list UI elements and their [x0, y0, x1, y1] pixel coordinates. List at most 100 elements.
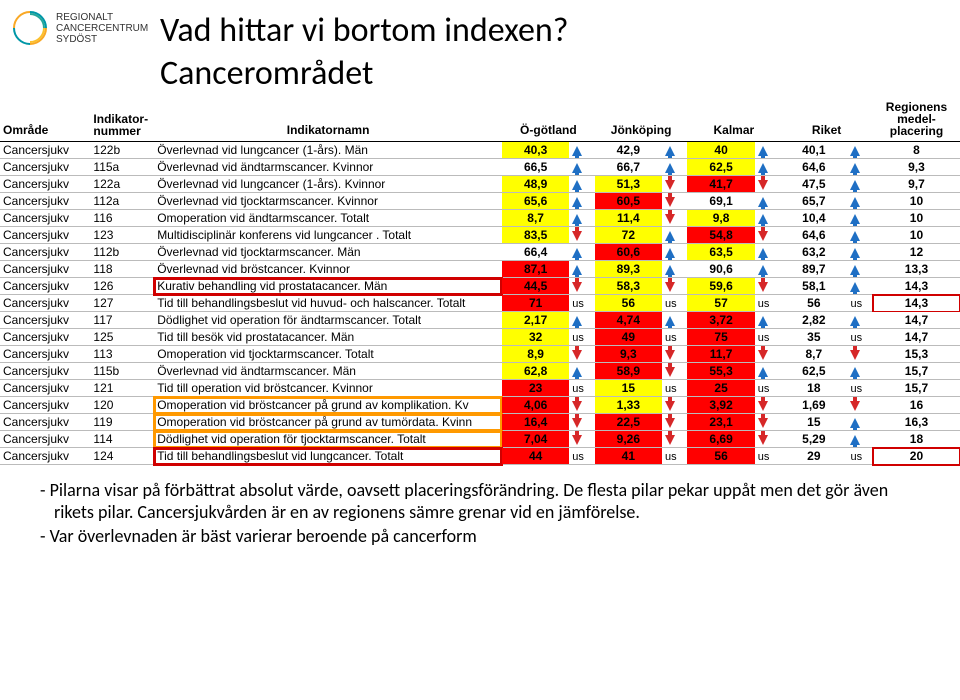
- cell-rank: 9,3: [873, 159, 960, 176]
- table-row: Cancersjukv123Multidisciplinär konferens…: [0, 227, 960, 244]
- cell-value: 1,69: [780, 397, 847, 414]
- cell-arrow: us: [662, 448, 688, 465]
- cell-indname: Kurativ behandling vid prostatacancer. M…: [154, 278, 502, 295]
- cell-value: 3,72: [687, 312, 754, 329]
- cell-value: 62,8: [502, 363, 569, 380]
- cell-arrow: [847, 142, 873, 159]
- cell-area: Cancersjukv: [0, 312, 90, 329]
- cell-value: 41,7: [687, 176, 754, 193]
- cell-rank: 14,7: [873, 329, 960, 346]
- us-label: us: [665, 298, 677, 310]
- arrow-up-icon: [850, 282, 860, 292]
- cell-arrow: [662, 414, 688, 431]
- arrow-up-icon: [572, 248, 582, 258]
- arrow-down-icon: [665, 197, 675, 207]
- cell-value: 57: [687, 295, 754, 312]
- cell-arrow: [662, 159, 688, 176]
- cell-rank: 14,3: [873, 295, 960, 312]
- cell-value: 64,6: [780, 159, 847, 176]
- cell-indname: Överlevnad vid ändtarmscancer. Män: [154, 363, 502, 380]
- cell-area: Cancersjukv: [0, 210, 90, 227]
- cell-arrow: [569, 278, 595, 295]
- cell-value: 44: [502, 448, 569, 465]
- cell-indname: Omoperation vid bröstcancer på grund av …: [154, 397, 502, 414]
- cell-value: 65,6: [502, 193, 569, 210]
- us-label: us: [758, 451, 770, 463]
- cell-value: 60,5: [595, 193, 662, 210]
- cell-indnum: 127: [90, 295, 154, 312]
- cell-value: 4,74: [595, 312, 662, 329]
- cell-arrow: us: [569, 295, 595, 312]
- cell-arrow: [755, 193, 781, 210]
- cell-value: 83,5: [502, 227, 569, 244]
- arrow-up-icon: [665, 231, 675, 241]
- cell-area: Cancersjukv: [0, 261, 90, 278]
- table-row: Cancersjukv122bÖverlevnad vid lungcancer…: [0, 142, 960, 159]
- cell-arrow: [847, 210, 873, 227]
- arrow-up-icon: [850, 214, 860, 224]
- arrow-up-icon: [850, 418, 860, 428]
- cell-value: 62,5: [780, 363, 847, 380]
- cell-arrow: [662, 176, 688, 193]
- cell-indname: Tid till behandlingsbeslut vid huvud- oc…: [154, 295, 502, 312]
- cell-value: 1,33: [595, 397, 662, 414]
- arrow-up-icon: [665, 265, 675, 275]
- cell-indnum: 117: [90, 312, 154, 329]
- cell-value: 56: [595, 295, 662, 312]
- cell-value: 87,1: [502, 261, 569, 278]
- cell-arrow: [755, 159, 781, 176]
- bullet-1-text: Pilarna visar på förbättrat absolut värd…: [50, 479, 889, 523]
- logo-text: REGIONALT CANCERCENTRUM SYDÖST: [56, 12, 148, 45]
- cell-rank: 10: [873, 193, 960, 210]
- bullets: - Pilarna visar på förbättrat absolut vä…: [40, 479, 920, 547]
- cell-indname: Omoperation vid bröstcancer på grund av …: [154, 414, 502, 431]
- cell-indnum: 119: [90, 414, 154, 431]
- cell-value: 8,7: [502, 210, 569, 227]
- arrow-down-icon: [665, 214, 675, 224]
- cell-indnum: 123: [90, 227, 154, 244]
- cell-arrow: us: [662, 295, 688, 312]
- cell-value: 56: [780, 295, 847, 312]
- cell-arrow: [847, 414, 873, 431]
- table-row: Cancersjukv116Omoperation vid ändtarmsca…: [0, 210, 960, 227]
- cell-arrow: [755, 210, 781, 227]
- cell-arrow: [847, 431, 873, 448]
- cell-value: 9,3: [595, 346, 662, 363]
- cell-indname: Tid till besök vid prostatacancer. Män: [154, 329, 502, 346]
- arrow-up-icon: [665, 248, 675, 258]
- arrow-up-icon: [665, 146, 675, 156]
- arrow-up-icon: [572, 316, 582, 326]
- arrow-down-icon: [572, 231, 582, 241]
- arrow-up-icon: [758, 248, 768, 258]
- arrow-up-icon: [850, 367, 860, 377]
- cell-area: Cancersjukv: [0, 278, 90, 295]
- cell-value: 72: [595, 227, 662, 244]
- cell-value: 9,26: [595, 431, 662, 448]
- cell-value: 18: [780, 380, 847, 397]
- cell-rank: 15,7: [873, 380, 960, 397]
- cell-arrow: [847, 193, 873, 210]
- cell-arrow: [569, 414, 595, 431]
- cell-value: 51,3: [595, 176, 662, 193]
- arrow-down-icon: [572, 418, 582, 428]
- cell-value: 9,8: [687, 210, 754, 227]
- arrow-down-icon: [665, 401, 675, 411]
- cell-arrow: [755, 278, 781, 295]
- arrow-up-icon: [758, 316, 768, 326]
- cell-indnum: 112a: [90, 193, 154, 210]
- cell-value: 8,7: [780, 346, 847, 363]
- arrow-down-icon: [850, 350, 860, 360]
- cell-value: 75: [687, 329, 754, 346]
- arrow-down-icon: [665, 418, 675, 428]
- cell-arrow: us: [755, 448, 781, 465]
- cell-arrow: [662, 363, 688, 380]
- cell-rank: 14,3: [873, 278, 960, 295]
- arrow-up-icon: [572, 197, 582, 207]
- cell-indnum: 118: [90, 261, 154, 278]
- arrow-down-icon: [572, 282, 582, 292]
- table-row: Cancersjukv126Kurativ behandling vid pro…: [0, 278, 960, 295]
- cell-area: Cancersjukv: [0, 244, 90, 261]
- cell-arrow: us: [755, 329, 781, 346]
- cell-area: Cancersjukv: [0, 329, 90, 346]
- cell-indnum: 126: [90, 278, 154, 295]
